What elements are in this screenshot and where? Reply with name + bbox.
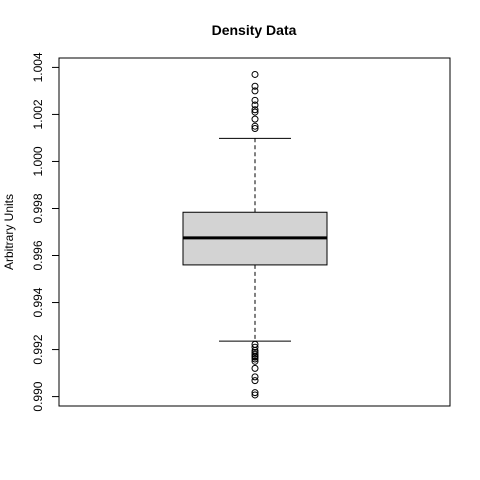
outlier-point <box>251 101 259 109</box>
outlier-point <box>251 391 259 399</box>
outlier-point <box>251 389 259 397</box>
outlier-point <box>251 115 259 123</box>
outlier-point <box>251 106 259 114</box>
outlier-point <box>251 373 259 381</box>
plot-layer <box>182 70 328 399</box>
chart-title: Density Data <box>212 22 297 38</box>
outlier-point <box>251 122 259 130</box>
y-tick-label: 0.990 <box>31 381 45 411</box>
y-tick-label: 0.992 <box>31 334 45 364</box>
outlier-point <box>251 348 259 356</box>
outlier-point <box>251 357 259 365</box>
outlier-point <box>251 355 259 363</box>
y-tick-label: 0.998 <box>31 193 45 223</box>
y-axis-label: Arbitrary Units <box>2 194 16 270</box>
outlier-point <box>251 87 259 95</box>
outlier-point <box>251 377 259 385</box>
y-tick-label: 1.002 <box>31 99 45 129</box>
y-tick-label: 1.004 <box>31 52 45 82</box>
outlier-point <box>251 343 259 351</box>
outlier-point <box>251 350 259 358</box>
y-tick-label: 0.996 <box>31 240 45 270</box>
outlier-point <box>251 82 259 90</box>
y-tick-label: 1.000 <box>31 146 45 176</box>
y-axis: 0.990 0.992 0.994 0.996 0.998 1.000 1.002 1.004 <box>31 52 60 412</box>
outlier-point <box>251 125 259 133</box>
outlier-point <box>251 96 259 104</box>
y-tick-label: 0.994 <box>31 287 45 317</box>
outlier-point <box>251 364 259 372</box>
outlier-point <box>251 70 259 78</box>
outlier-point <box>251 108 259 116</box>
outlier-point <box>251 340 259 348</box>
